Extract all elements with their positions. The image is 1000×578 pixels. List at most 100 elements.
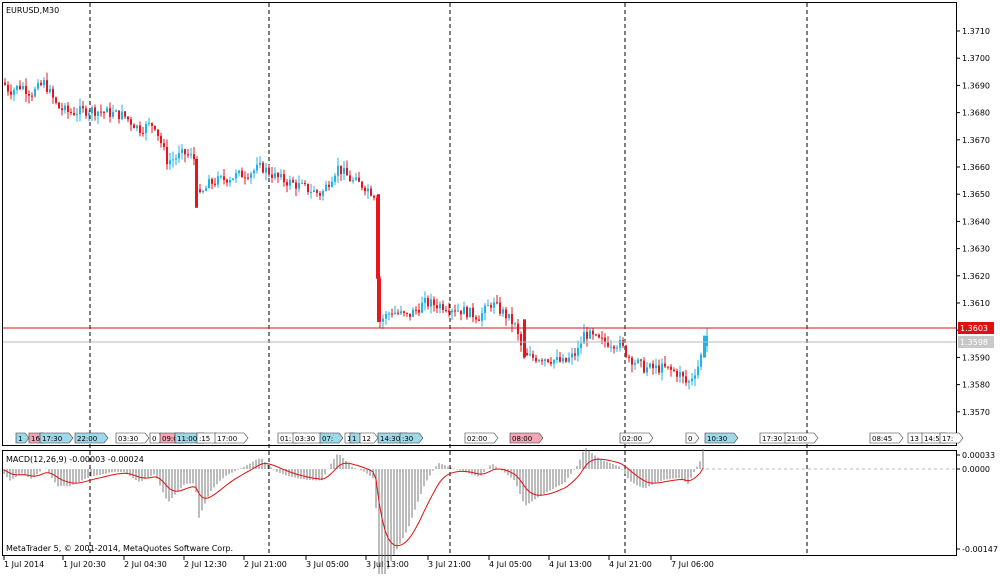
candle — [532, 350, 534, 361]
event-marker[interactable]: 08:45 — [869, 432, 904, 444]
candle — [67, 102, 69, 119]
candle — [616, 345, 618, 352]
candle — [190, 147, 192, 159]
price-tick-label: 1.3690 — [962, 81, 990, 90]
candle — [550, 357, 552, 367]
candlestick-series — [4, 72, 708, 390]
candle — [136, 124, 138, 132]
event-marker[interactable]: 02:00 — [619, 432, 654, 444]
candle — [16, 85, 18, 94]
candle — [583, 324, 585, 344]
candle — [172, 151, 174, 168]
candle — [577, 340, 579, 362]
candle — [454, 304, 456, 317]
candle — [562, 353, 564, 364]
time-tick-label: 3 Jul 05:00 — [306, 560, 349, 569]
candle — [85, 105, 87, 119]
candle — [448, 302, 450, 318]
candle — [124, 111, 126, 119]
event-marker[interactable]: 22:00 — [74, 432, 109, 444]
candle — [337, 157, 339, 183]
candle — [28, 90, 30, 104]
candle — [364, 185, 366, 196]
candle — [526, 348, 528, 356]
candle — [121, 104, 123, 121]
event-marker[interactable]: 17: — [939, 432, 964, 444]
candle — [10, 84, 12, 100]
event-marker[interactable]: 10:30 — [704, 432, 739, 444]
event-marker-label: 08:45 — [872, 435, 892, 443]
candle — [706, 328, 708, 352]
candle — [292, 176, 294, 184]
candle — [547, 358, 549, 364]
event-marker[interactable]: :30 — [399, 432, 424, 444]
event-marker[interactable]: 1 — [15, 432, 30, 444]
candle — [613, 344, 615, 354]
event-markers: 1 16 17:30 22:00 03:30 0 09:0 11:00:15 17:00 01: 0… — [15, 432, 964, 444]
chart-title: EURUSD,M30 — [6, 6, 59, 15]
macd-title: MACD(12,26,9) -0.00003 -0.00024 — [6, 455, 144, 464]
event-marker-label: 03:30 — [295, 435, 315, 443]
candle — [52, 85, 54, 104]
main-plot-frame — [2, 2, 957, 446]
candle — [97, 110, 99, 124]
candle — [523, 319, 526, 358]
candle — [277, 171, 279, 183]
candle — [76, 107, 78, 122]
candle — [676, 368, 678, 382]
candle — [73, 106, 75, 116]
time-tick-label: 2 Jul 21:00 — [244, 560, 287, 569]
candle — [208, 174, 210, 189]
candle — [343, 161, 345, 181]
event-marker[interactable]: 03:30 — [115, 432, 150, 444]
candle — [667, 366, 669, 370]
candle — [403, 310, 405, 317]
price-tick-label: 1.3700 — [962, 54, 990, 63]
event-marker[interactable]: 17:30 — [39, 432, 74, 444]
time-axis: 1 Jul 2014 1 Jul 20:30 2 Jul 04:30 2 Jul 12… — [3, 556, 714, 569]
event-marker-label: 01: — [280, 435, 291, 443]
candle — [322, 189, 324, 201]
time-tick-label: 2 Jul 12:30 — [184, 560, 227, 569]
event-marker-label: 14:30 — [380, 435, 400, 443]
time-tick-label: 7 Jul 06:00 — [671, 560, 714, 569]
macd-tick-label: 0.00033 — [962, 451, 995, 460]
candle — [592, 328, 594, 340]
event-marker[interactable]: 17:00 — [214, 432, 249, 444]
event-marker[interactable]: 12 — [359, 432, 379, 444]
candle — [22, 81, 24, 91]
candle — [205, 185, 207, 192]
price-tick-label: 1.3590 — [962, 353, 990, 362]
svg-text:1.3598: 1.3598 — [960, 338, 988, 347]
candle — [265, 162, 267, 181]
price-tick-label: 1.3570 — [962, 408, 990, 417]
candle — [280, 169, 282, 180]
candle — [377, 194, 380, 323]
candle — [37, 79, 39, 91]
candle — [457, 303, 459, 313]
candle — [195, 158, 198, 208]
candle — [664, 356, 666, 369]
event-marker[interactable]: 07: — [319, 432, 344, 444]
candle — [580, 336, 582, 354]
candle — [226, 178, 228, 187]
event-marker[interactable]: 08:00 — [509, 432, 544, 444]
event-marker-label: 13 — [910, 435, 919, 443]
candle — [130, 116, 132, 132]
candle — [49, 85, 51, 94]
event-marker[interactable]: 21:00 — [784, 432, 819, 444]
candle — [679, 365, 681, 383]
candle — [586, 326, 588, 347]
candle — [493, 297, 495, 314]
candle — [220, 174, 222, 180]
candle — [655, 358, 657, 374]
candle — [694, 369, 696, 387]
event-marker[interactable]: 02:00 — [464, 432, 499, 444]
candle — [397, 309, 399, 316]
candle — [478, 315, 480, 322]
candle — [490, 302, 492, 312]
candle — [46, 72, 48, 94]
event-marker[interactable]: 0 — [685, 432, 700, 444]
